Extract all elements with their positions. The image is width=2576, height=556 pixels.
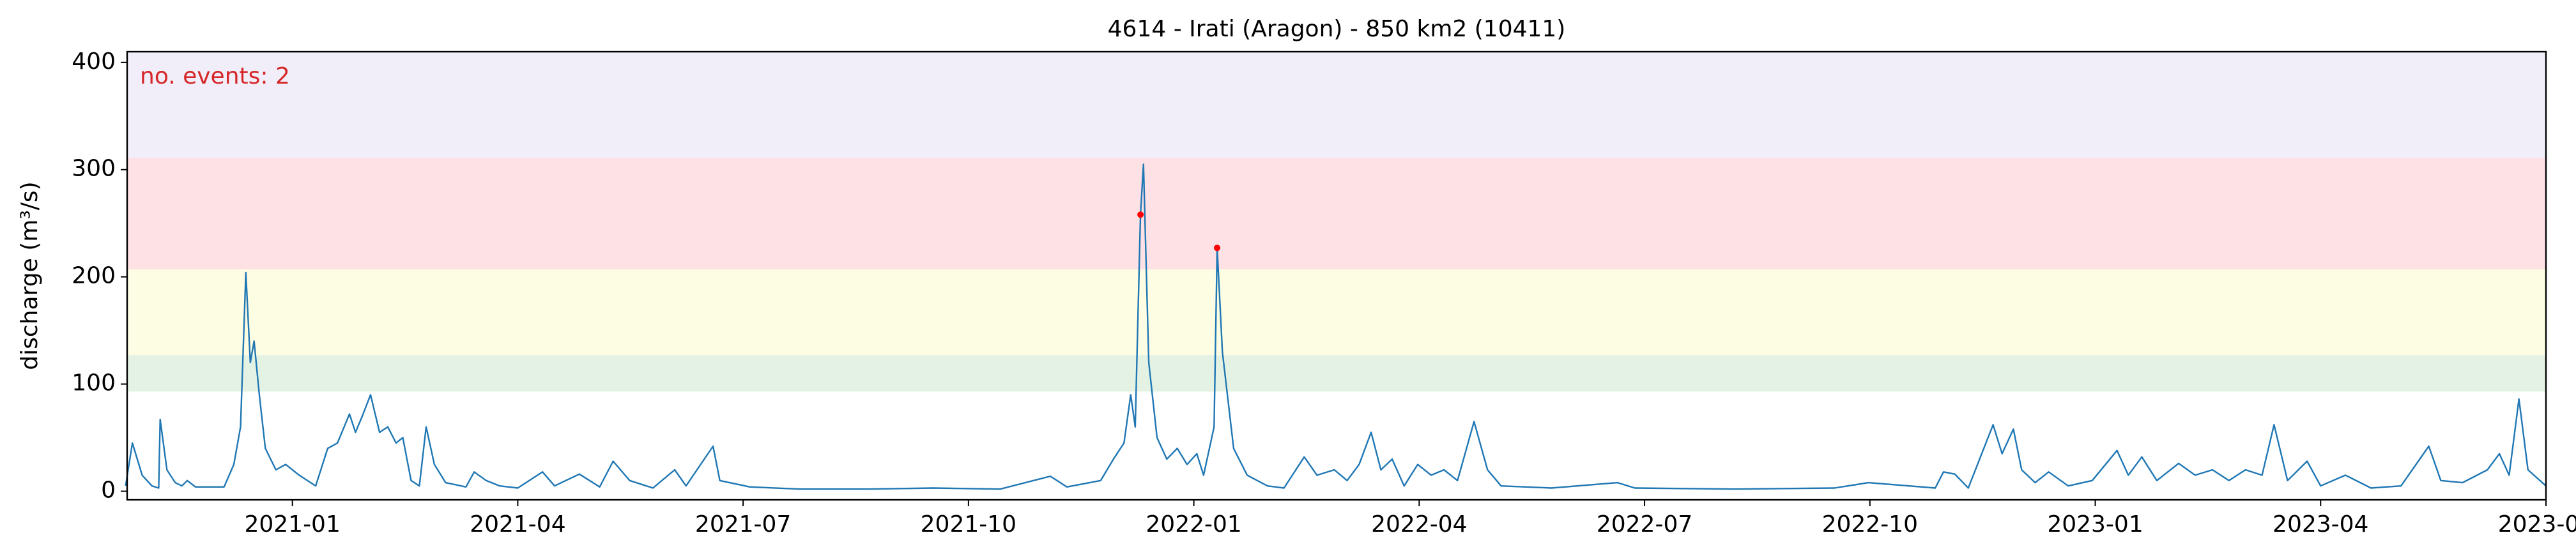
y-tick-label: 400 <box>72 49 116 75</box>
threshold-band <box>127 269 2546 356</box>
x-tick-label: 2022-10 <box>1822 511 1918 537</box>
x-tick-label: 2021-07 <box>695 511 791 537</box>
event-marker <box>1214 244 1221 252</box>
x-tick-label: 2022-01 <box>1146 511 1241 537</box>
threshold-band <box>127 52 2546 158</box>
threshold-band <box>127 158 2546 269</box>
chart-title: 4614 - Irati (Aragon) - 850 km2 (10411) <box>1108 16 1566 42</box>
x-tick-label: 2021-10 <box>921 511 1016 537</box>
events-annotation: no. events: 2 <box>140 63 290 89</box>
threshold-band <box>127 355 2546 392</box>
y-tick-label: 300 <box>72 156 116 182</box>
x-tick-label: 2021-01 <box>244 511 340 537</box>
x-tick-label: 2021-04 <box>470 511 565 537</box>
x-tick-label: 2023-07 <box>2498 511 2576 537</box>
event-marker <box>1137 211 1144 218</box>
y-axis-label: discharge (m³/s) <box>17 181 43 370</box>
x-tick-label: 2023-01 <box>2047 511 2143 537</box>
y-tick-label: 200 <box>72 263 116 289</box>
plot-frame <box>126 50 2547 501</box>
y-tick-label: 0 <box>101 477 116 504</box>
y-tick-label: 100 <box>72 370 116 396</box>
x-tick-label: 2022-07 <box>1597 511 1692 537</box>
x-tick-label: 2022-04 <box>1371 511 1467 537</box>
x-tick-label: 2023-04 <box>2273 511 2368 537</box>
discharge-line <box>125 163 2547 490</box>
